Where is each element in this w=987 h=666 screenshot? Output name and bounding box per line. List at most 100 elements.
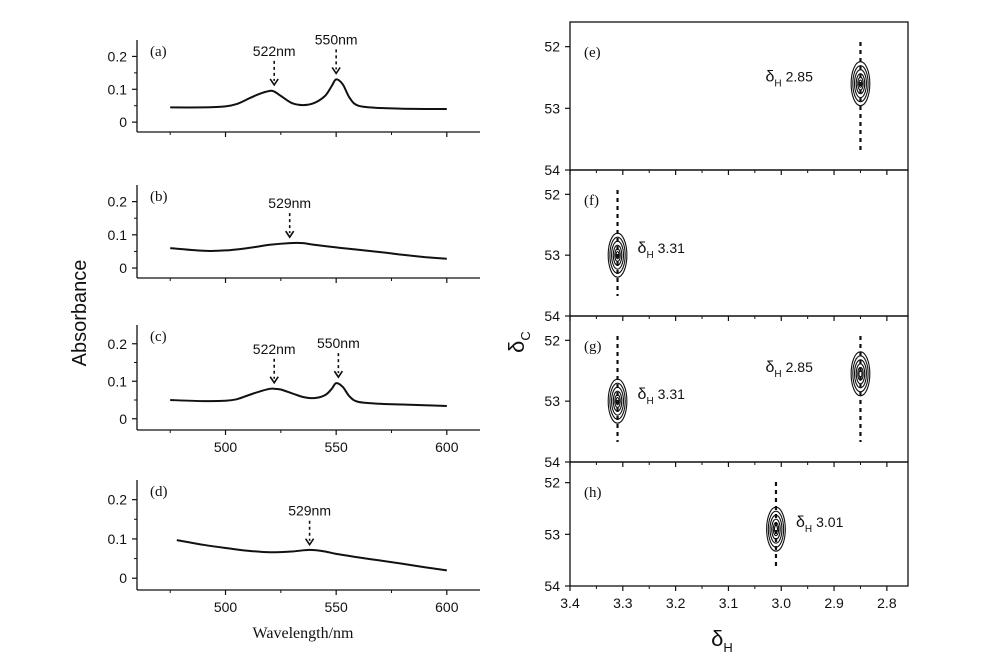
contour-ring: [609, 382, 626, 420]
contour-ring: [771, 518, 781, 540]
panel-frame: [569, 461, 909, 587]
peak-label: δH 3.01: [796, 514, 844, 535]
contour-ring: [850, 351, 871, 397]
contour-ring: [612, 244, 623, 266]
peak-arrow-head: [331, 66, 341, 75]
x-tick-label: 3.4: [560, 595, 580, 611]
cross-peak: [850, 61, 871, 107]
panel-label: (e): [584, 45, 601, 61]
contour-ring: [857, 76, 864, 91]
y-tick-label: 0.2: [108, 194, 128, 210]
y-tick-label: 0.1: [108, 531, 128, 547]
contour-ring: [858, 79, 863, 88]
peak-label: 550nm: [315, 31, 358, 47]
y-tick-label: 52: [544, 186, 560, 202]
peak-label: 550nm: [317, 335, 360, 351]
y-tick-label: 53: [544, 526, 560, 542]
panel-label: (h): [584, 485, 602, 501]
panel-h: (h) 52 53 543.4 3.3 3.2 3.1 3.0 2.9 2.8 δH 3.01: [544, 461, 909, 611]
contour-ring: [769, 514, 783, 544]
peak-label-sub: H: [774, 369, 781, 380]
contour-ring: [607, 378, 628, 424]
peak-arrow-head: [304, 538, 315, 547]
y-tick-label: 54: [544, 308, 560, 324]
peak-label-main: δ: [638, 386, 647, 403]
cross-peak: [850, 351, 871, 397]
panel-label: (c): [150, 329, 167, 345]
peak-label: δH 3.31: [638, 240, 686, 261]
contour-ring: [611, 386, 625, 416]
panel-d: (d) 0 0.1 0.2 500 550 600 529nm: [108, 480, 480, 615]
left-y-axis-title: Absorbance: [69, 260, 91, 367]
contour-ring: [853, 69, 867, 99]
x-tick-label: 3.0: [772, 595, 792, 611]
x-tick-label: 3.3: [613, 595, 633, 611]
cross-peak: [607, 378, 628, 424]
x-tick-label: 550: [324, 439, 348, 455]
contour-ring: [766, 506, 786, 552]
peak-label: 529nm: [268, 195, 311, 211]
spectrum-line: [170, 382, 447, 407]
spectrum-line: [170, 78, 447, 111]
x-tick-label: 500: [214, 599, 238, 615]
peak-label: 522nm: [253, 341, 296, 357]
y-tick-label: 52: [544, 332, 560, 348]
x-tick-label: 2.9: [824, 595, 844, 611]
panel-label: (f): [584, 193, 599, 209]
contour-ring: [614, 248, 621, 263]
x-tick-label: 550: [324, 599, 348, 615]
y-tick-label: 0.2: [108, 492, 128, 508]
peak-label-main: δ: [638, 240, 647, 257]
left-x-axis-title: Wavelength/nm: [253, 625, 354, 642]
x-tick-label: 2.8: [877, 595, 897, 611]
panel-label: (d): [150, 484, 168, 500]
spectrum-line: [170, 241, 447, 260]
contour-ring: [767, 510, 785, 548]
x-tick-label: 600: [435, 599, 459, 615]
y-tick-label: 0: [119, 260, 127, 276]
y-tick-label: 0: [119, 570, 127, 586]
peak-label-value: 2.85: [786, 359, 813, 375]
y-tick-label: 52: [544, 475, 560, 491]
panel-label: (a): [150, 44, 167, 60]
contour-ring: [609, 236, 626, 274]
contour-ring: [773, 525, 779, 534]
y-tick-label: 0.2: [108, 336, 128, 352]
contour-ring: [857, 366, 864, 381]
right-x-axis-title-main: δ: [711, 626, 723, 651]
y-tick-label: 0.2: [108, 48, 128, 64]
y-tick-label: 0: [119, 114, 127, 130]
peak-label-main: δ: [765, 359, 774, 376]
peak-label-sub: H: [646, 396, 653, 407]
y-tick-label: 0.1: [108, 373, 128, 389]
peak-label-value: 2.85: [786, 69, 813, 85]
cross-peak: [607, 232, 628, 278]
contour-ring: [614, 394, 621, 409]
peak-label: δH 2.85: [765, 69, 813, 90]
peak-arrow-head: [333, 370, 344, 379]
contour-ring: [853, 359, 867, 389]
y-tick-label: 0: [119, 411, 127, 427]
peak-label: 529nm: [288, 503, 331, 519]
peak-arrow-head: [269, 78, 279, 87]
right-x-axis-title-sub: H: [723, 640, 732, 655]
panel-a: (a) 0 0.1 0.2 522nm 550nm: [108, 31, 480, 137]
contour-ring: [772, 522, 780, 537]
contour-ring: [852, 355, 869, 393]
contour-ring: [858, 369, 863, 378]
peak-label: δH 2.85: [765, 359, 813, 380]
peak-label-value: 3.01: [816, 514, 843, 530]
contour-ring: [607, 232, 628, 278]
panel-label: (b): [150, 189, 168, 205]
panel-c: (c) 0 0.1 0.2 500 550 600 522nm 550nm: [108, 325, 480, 455]
peak-label: δH 3.31: [638, 386, 686, 407]
y-tick-label: 0.1: [108, 81, 128, 97]
y-tick-label: 53: [544, 247, 560, 263]
contour-ring: [615, 251, 620, 260]
contour-ring: [852, 65, 869, 103]
contour-ring: [855, 363, 866, 385]
x-tick-label: 3.1: [719, 595, 739, 611]
contour-ring: [855, 73, 866, 95]
x-tick-label: 3.2: [666, 595, 686, 611]
